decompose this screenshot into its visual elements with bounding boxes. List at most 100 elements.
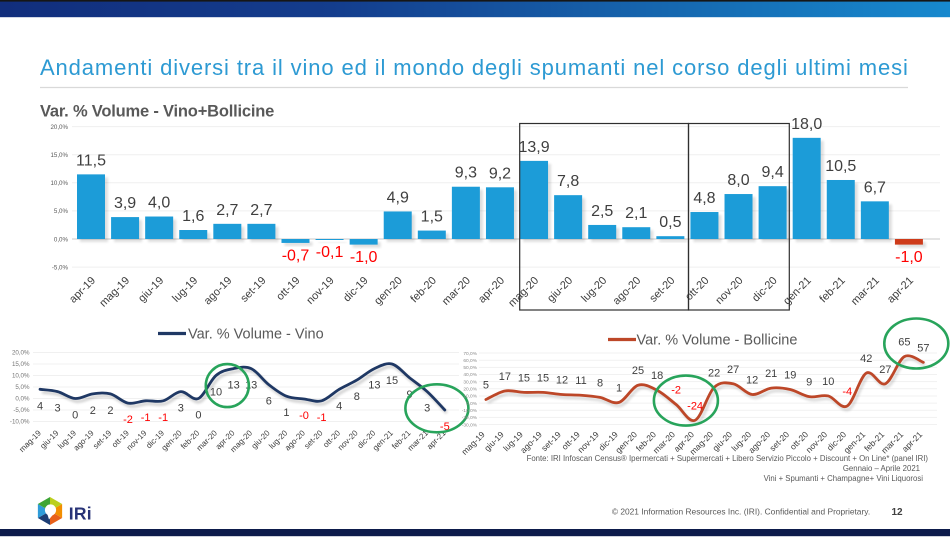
svg-text:8: 8 xyxy=(597,377,603,389)
svg-text:20,0%: 20,0% xyxy=(463,387,477,393)
svg-text:-5: -5 xyxy=(440,421,450,433)
svg-text:4: 4 xyxy=(336,400,342,412)
svg-text:-1: -1 xyxy=(141,412,151,424)
svg-text:9,3: 9,3 xyxy=(455,165,477,182)
svg-text:30,0%: 30,0% xyxy=(463,379,477,385)
svg-text:-1: -1 xyxy=(317,412,327,424)
svg-text:4: 4 xyxy=(37,400,43,412)
svg-text:15,0%: 15,0% xyxy=(50,152,68,159)
svg-text:Vini + Spumanti + Champagne+ V: Vini + Spumanti + Champagne+ Vini Liquor… xyxy=(764,474,924,483)
svg-text:2: 2 xyxy=(90,405,96,417)
svg-text:25: 25 xyxy=(632,365,644,377)
svg-text:42: 42 xyxy=(860,353,872,365)
svg-text:-10,0%: -10,0% xyxy=(462,408,478,414)
svg-text:9,4: 9,4 xyxy=(761,164,783,181)
svg-text:18,0: 18,0 xyxy=(791,116,822,133)
svg-text:1,5: 1,5 xyxy=(421,209,443,226)
svg-text:IRi: IRi xyxy=(69,504,92,524)
svg-text:-0,7: -0,7 xyxy=(282,247,310,264)
svg-text:-5,0%: -5,0% xyxy=(13,407,30,414)
svg-text:10: 10 xyxy=(822,376,834,388)
svg-text:9,2: 9,2 xyxy=(489,165,511,182)
svg-text:-2: -2 xyxy=(123,414,133,426)
svg-text:-1,0: -1,0 xyxy=(350,249,378,266)
svg-text:Andamenti diversi tra il vino: Andamenti diversi tra il vino ed il mond… xyxy=(40,55,909,80)
svg-text:-0: -0 xyxy=(299,410,309,422)
svg-text:27: 27 xyxy=(727,364,739,376)
svg-text:-30,0%: -30,0% xyxy=(462,422,478,428)
svg-text:17: 17 xyxy=(499,371,511,383)
svg-text:60,0%: 60,0% xyxy=(463,358,477,364)
svg-text:Fonte: IRI Infoscan Census® Ip: Fonte: IRI Infoscan Census® Ipermercati … xyxy=(527,454,929,463)
svg-text:57: 57 xyxy=(917,342,929,354)
svg-text:20,0%: 20,0% xyxy=(12,350,30,357)
svg-text:-20,0%: -20,0% xyxy=(462,415,478,421)
svg-text:50,0%: 50,0% xyxy=(463,365,477,371)
svg-text:7,8: 7,8 xyxy=(557,173,579,190)
svg-text:4,0: 4,0 xyxy=(148,195,170,212)
svg-text:3: 3 xyxy=(424,403,430,415)
svg-text:0,5: 0,5 xyxy=(659,214,681,231)
svg-text:15: 15 xyxy=(518,372,530,384)
svg-text:10,0%: 10,0% xyxy=(50,180,68,187)
svg-text:9: 9 xyxy=(806,377,812,389)
svg-text:65: 65 xyxy=(898,337,910,349)
svg-text:0: 0 xyxy=(195,410,201,422)
svg-text:3: 3 xyxy=(55,403,61,415)
svg-text:-10,0%: -10,0% xyxy=(10,419,30,426)
svg-text:Var. % Volume - Vino: Var. % Volume - Vino xyxy=(188,327,324,343)
svg-text:15: 15 xyxy=(537,372,549,384)
svg-text:2,1: 2,1 xyxy=(625,205,647,222)
svg-text:-4: -4 xyxy=(842,386,852,398)
svg-text:© 2021 Information Resources I: © 2021 Information Resources Inc. (IRI).… xyxy=(612,507,870,517)
svg-text:10,0%: 10,0% xyxy=(12,373,30,380)
svg-text:13: 13 xyxy=(368,380,380,392)
svg-text:18: 18 xyxy=(651,370,663,382)
svg-text:Var. % Volume - Bollicine: Var. % Volume - Bollicine xyxy=(637,333,798,349)
svg-text:6: 6 xyxy=(266,396,272,408)
svg-text:12: 12 xyxy=(556,375,568,387)
svg-text:2,7: 2,7 xyxy=(216,202,238,219)
svg-text:19: 19 xyxy=(784,370,796,382)
svg-text:-2: -2 xyxy=(671,385,681,397)
svg-text:-1: -1 xyxy=(158,412,168,424)
svg-text:0,0%: 0,0% xyxy=(466,401,478,407)
svg-text:21: 21 xyxy=(765,368,777,380)
svg-text:-24: -24 xyxy=(687,400,703,412)
svg-text:27: 27 xyxy=(879,364,891,376)
svg-text:0: 0 xyxy=(72,410,78,422)
svg-text:13: 13 xyxy=(245,380,257,392)
svg-text:10,5: 10,5 xyxy=(825,158,856,175)
svg-text:40,0%: 40,0% xyxy=(463,372,477,378)
svg-text:20,0%: 20,0% xyxy=(50,124,68,131)
svg-text:1: 1 xyxy=(616,382,622,394)
svg-text:22: 22 xyxy=(708,367,720,379)
svg-text:-1,0: -1,0 xyxy=(895,249,923,266)
svg-text:-5,0%: -5,0% xyxy=(52,264,69,271)
svg-text:1: 1 xyxy=(283,407,289,419)
svg-text:10,0%: 10,0% xyxy=(463,394,477,400)
svg-text:8,0: 8,0 xyxy=(727,172,749,189)
svg-text:5,0%: 5,0% xyxy=(15,384,30,391)
svg-text:12: 12 xyxy=(746,375,758,387)
svg-text:4,9: 4,9 xyxy=(387,189,409,206)
svg-text:5: 5 xyxy=(483,380,489,392)
svg-text:13,9: 13,9 xyxy=(518,139,549,156)
svg-text:0,0%: 0,0% xyxy=(54,236,69,243)
svg-text:6,7: 6,7 xyxy=(864,179,886,196)
svg-text:Gennaio – Aprile 2021: Gennaio – Aprile 2021 xyxy=(843,464,920,473)
svg-text:-0,1: -0,1 xyxy=(316,244,344,261)
svg-text:2,7: 2,7 xyxy=(250,202,272,219)
svg-text:13: 13 xyxy=(227,380,239,392)
svg-text:3: 3 xyxy=(178,403,184,415)
svg-text:10: 10 xyxy=(210,387,222,399)
svg-text:5,0%: 5,0% xyxy=(54,208,69,215)
svg-text:11,5: 11,5 xyxy=(76,152,106,169)
svg-text:1,6: 1,6 xyxy=(182,208,204,225)
svg-text:15,0%: 15,0% xyxy=(12,361,30,368)
svg-text:2: 2 xyxy=(107,405,113,417)
svg-text:70,0%: 70,0% xyxy=(463,351,477,357)
svg-text:2,5: 2,5 xyxy=(591,203,613,220)
svg-text:8: 8 xyxy=(354,391,360,403)
svg-text:12: 12 xyxy=(891,507,903,518)
